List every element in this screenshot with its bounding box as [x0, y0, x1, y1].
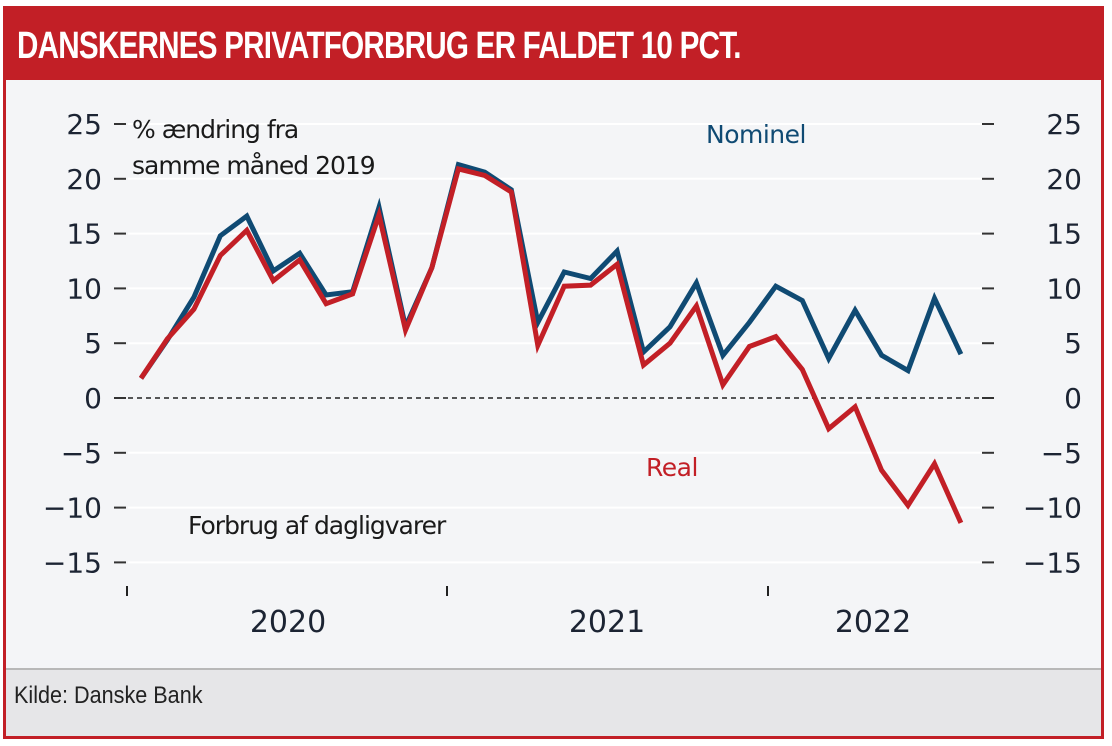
x-tick-label: 2020	[250, 605, 326, 640]
y-axis-left: 25 20 15 10 5 0 −5 −10 −15	[43, 108, 126, 579]
series-line-nominel	[138, 161, 964, 380]
chart-header: DANSKERNES PRIVATFORBRUG ER FALDET 10 PC…	[3, 6, 1104, 80]
y-tick-label-left: 5	[84, 327, 102, 360]
y-tick-label-left: −15	[43, 546, 102, 579]
y-axis-label-line1: % ændring fra	[132, 115, 298, 144]
legend-label-real: Real	[646, 453, 698, 482]
y-tick-label-right: 20	[1046, 163, 1082, 196]
y-tick-label-right: 25	[1046, 108, 1082, 141]
line-chart: 25 20 15 10 5 0 −5 −10 −15 25 20 15 10 5 0 −5 −10 −15 20…	[43, 108, 1082, 640]
y-tick-label-left: 20	[66, 163, 102, 196]
chart-footer: Kilde: Danske Bank	[6, 668, 1101, 736]
gridlines	[128, 123, 984, 564]
chart-title: DANSKERNES PRIVATFORBRUG ER FALDET 10 PC…	[17, 25, 741, 67]
y-tick-label-right: 0	[1064, 382, 1082, 415]
y-tick-label-right: 10	[1046, 272, 1082, 305]
y-tick-label-right: 5	[1064, 327, 1082, 360]
plot-area: 25 20 15 10 5 0 −5 −10 −15 25 20 15 10 5 0 −5 −10 −15 20…	[6, 80, 1101, 668]
y-tick-label-left: 25	[66, 108, 102, 141]
series-lines	[138, 161, 964, 524]
y-tick-label-left: −5	[61, 437, 102, 470]
y-tick-label-left: 10	[66, 272, 102, 305]
series-line-real	[138, 165, 964, 524]
x-tick-label: 2021	[569, 605, 645, 640]
x-axis: 2020 2021 2022	[126, 586, 911, 640]
y-axis-label-line2: samme måned 2019	[132, 151, 375, 180]
chart-annotation: Forbrug af dagligvarer	[188, 511, 447, 540]
y-tick-label-right: 15	[1046, 218, 1082, 251]
x-tick-label: 2022	[835, 605, 911, 640]
y-tick-label-left: 0	[84, 382, 102, 415]
y-tick-label-right: −10	[1023, 492, 1082, 525]
source-label: Kilde: Danske Bank	[14, 682, 203, 709]
y-tick-label-right: −15	[1023, 546, 1082, 579]
y-tick-label-right: −5	[1041, 437, 1082, 470]
legend-label-nominel: Nominel	[706, 120, 806, 149]
y-tick-label-left: 15	[66, 218, 102, 251]
y-tick-label-left: −10	[43, 492, 102, 525]
y-axis-right: 25 20 15 10 5 0 −5 −10 −15	[982, 108, 1082, 579]
